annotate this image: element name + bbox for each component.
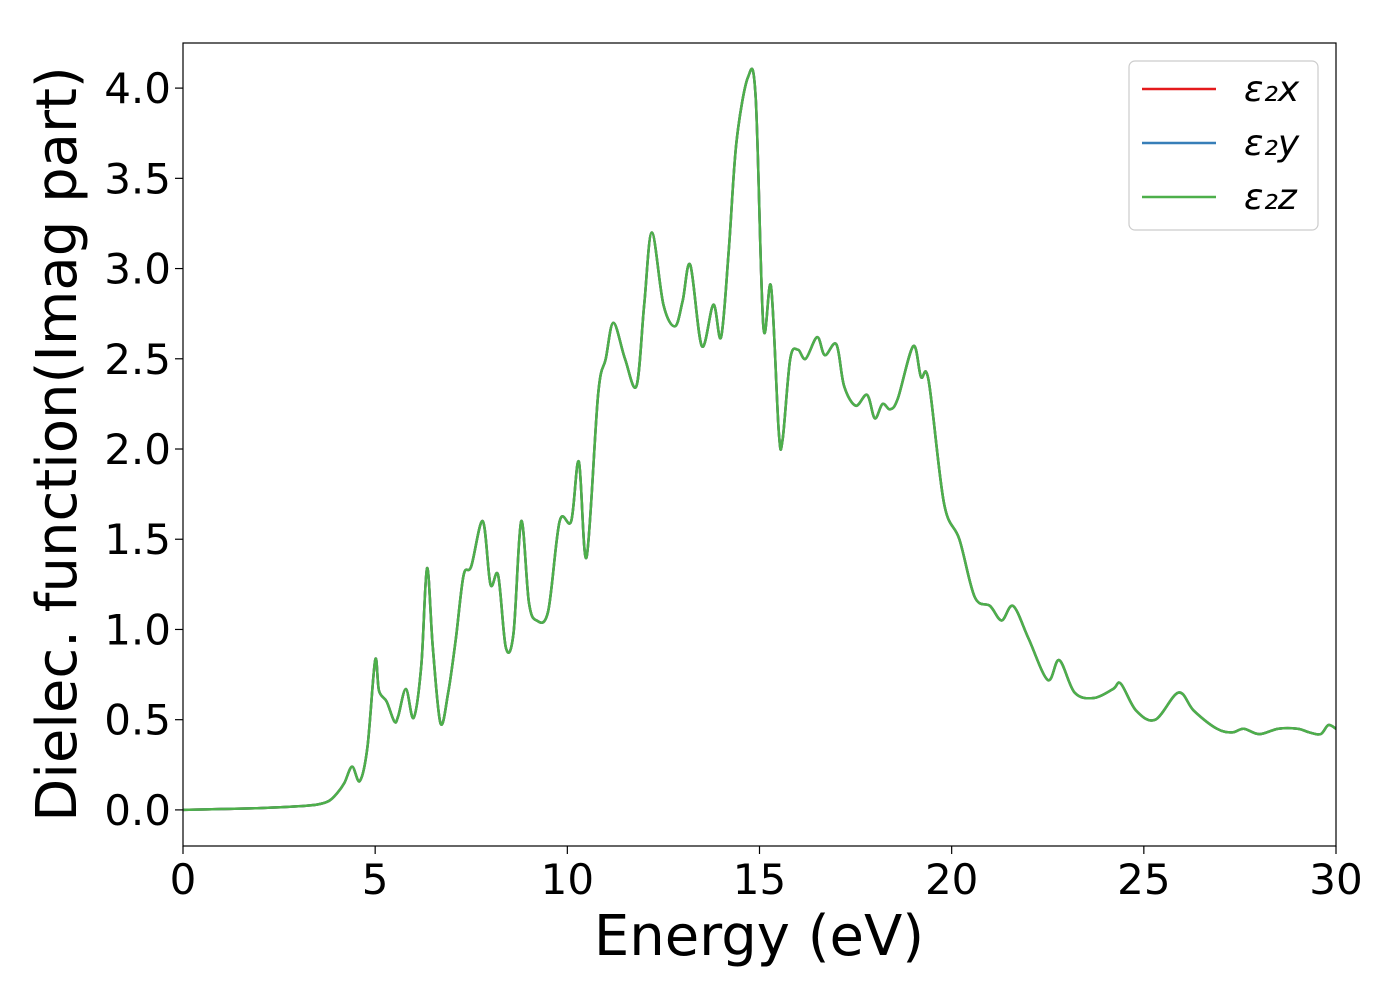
legend-label-x: ε₂x xyxy=(1244,69,1300,110)
x-tick-label: 30 xyxy=(1309,855,1362,904)
y-tick-label: 3.0 xyxy=(104,245,171,294)
legend: ε₂x ε₂y ε₂z xyxy=(1128,60,1319,231)
y-tick-label: 2.5 xyxy=(104,335,171,384)
legend-box xyxy=(1128,60,1319,231)
y-tick-label: 3.5 xyxy=(104,154,171,203)
series-lines xyxy=(182,67,1337,812)
y-tick-label: 0.5 xyxy=(104,696,171,745)
y-tick-label: 0.0 xyxy=(104,786,171,835)
y-tick-label: 2.0 xyxy=(104,425,171,474)
y-axis-label: Dielec. function(Imag part) xyxy=(25,66,90,822)
legend-label-z: ε₂z xyxy=(1244,177,1298,218)
legend-label-y: ε₂y xyxy=(1244,123,1300,164)
y-tick-label: 1.0 xyxy=(104,605,171,654)
plot-frame xyxy=(182,42,1337,847)
x-tick-label: 10 xyxy=(541,855,594,904)
x-axis-ticks: 0 5 10 15 20 25 30 xyxy=(170,846,1363,904)
x-tick-label: 25 xyxy=(1117,855,1170,904)
x-tick-label: 5 xyxy=(362,855,389,904)
x-tick-label: 20 xyxy=(925,855,978,904)
y-tick-label: 1.5 xyxy=(104,515,171,564)
x-axis-label: Energy (eV) xyxy=(594,904,924,969)
x-tick-label: 0 xyxy=(170,855,197,904)
series-line-z xyxy=(182,67,1337,812)
y-axis-ticks: 0.0 0.5 1.0 1.5 2.0 2.5 3.0 3.5 4.0 xyxy=(104,64,183,835)
y-tick-label: 4.0 xyxy=(104,64,171,113)
x-tick-label: 15 xyxy=(733,855,786,904)
